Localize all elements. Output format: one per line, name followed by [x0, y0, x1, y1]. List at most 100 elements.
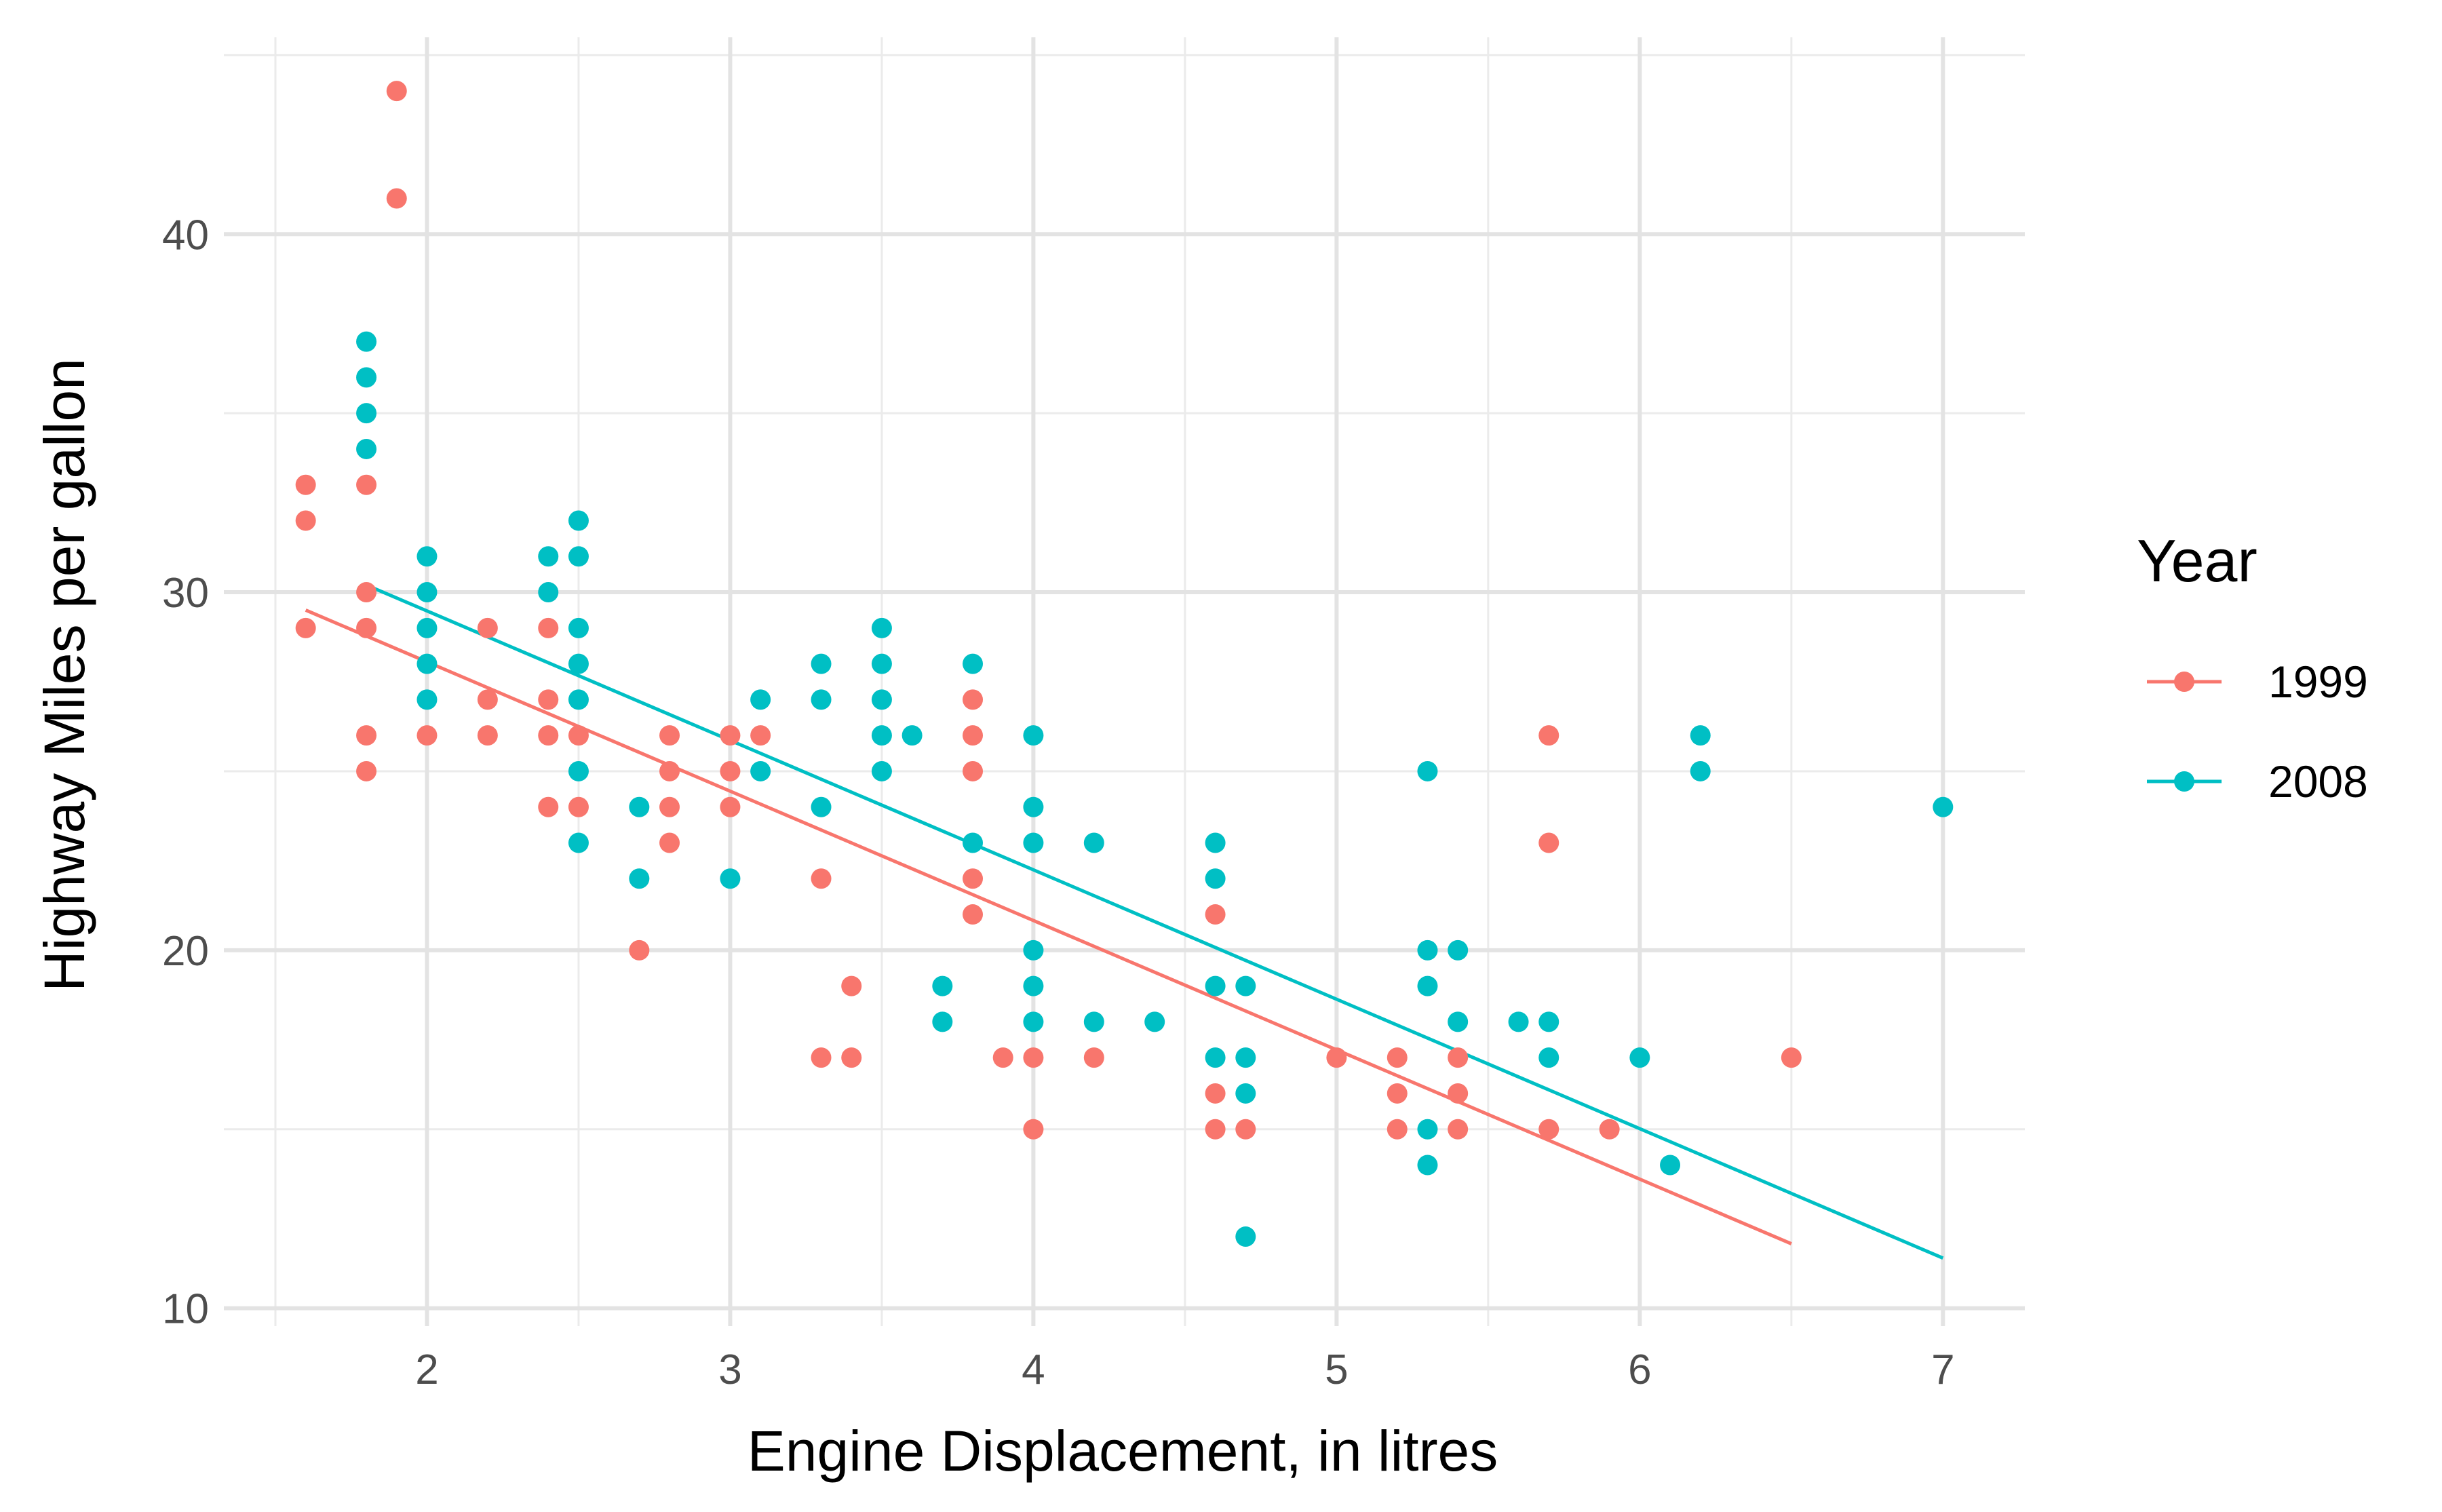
data-point-2008	[1538, 1047, 1559, 1068]
data-point-2008	[1235, 1226, 1256, 1247]
data-point-1999	[416, 725, 438, 746]
x-tick-label: 3	[718, 1346, 741, 1393]
data-point-2008	[568, 510, 589, 531]
legend-item-2008: 2008	[2147, 756, 2368, 807]
data-point-1999	[1326, 1047, 1347, 1068]
data-point-1999	[538, 689, 559, 710]
data-point-1999	[356, 582, 377, 603]
data-point-1999	[811, 1047, 832, 1068]
data-point-1999	[659, 725, 680, 746]
data-point-2008	[568, 546, 589, 567]
data-point-2008	[1205, 975, 1226, 996]
data-point-1999	[568, 796, 589, 817]
data-point-1999	[750, 725, 771, 746]
data-point-1999	[1599, 1119, 1620, 1140]
data-point-2008	[356, 403, 377, 424]
data-point-2008	[1417, 1155, 1438, 1176]
data-point-2008	[1417, 760, 1438, 781]
data-point-1999	[963, 904, 984, 925]
legend-title: Year	[2137, 527, 2257, 594]
data-point-2008	[720, 868, 741, 889]
data-point-1999	[295, 510, 316, 531]
data-point-1999	[477, 689, 498, 710]
data-point-2008	[1023, 939, 1044, 961]
data-point-1999	[1235, 1119, 1256, 1140]
data-points	[295, 81, 1954, 1247]
data-point-1999	[1205, 1083, 1226, 1104]
data-point-2008	[1205, 832, 1226, 853]
data-point-1999	[963, 689, 984, 710]
data-point-1999	[659, 760, 680, 781]
data-point-2008	[1933, 796, 1954, 817]
legend-label-2008: 2008	[2268, 756, 2368, 807]
data-point-1999	[568, 725, 589, 746]
data-point-2008	[1538, 1011, 1559, 1032]
data-point-2008	[750, 689, 771, 710]
data-point-1999	[1538, 1119, 1559, 1140]
tick-labels: 2 3 4 5 6 7 10 20 30 40	[162, 212, 1955, 1393]
data-point-1999	[356, 725, 377, 746]
data-point-2008	[963, 832, 984, 853]
data-point-2008	[416, 617, 438, 638]
data-point-1999	[1387, 1047, 1408, 1068]
y-tick-label: 20	[162, 928, 209, 975]
data-point-2008	[811, 689, 832, 710]
data-point-1999	[1538, 725, 1559, 746]
data-point-1999	[386, 81, 407, 102]
data-point-2008	[932, 975, 953, 996]
data-point-2008	[356, 438, 377, 459]
data-point-2008	[629, 868, 650, 889]
data-point-2008	[1235, 1047, 1256, 1068]
data-point-1999	[720, 796, 741, 817]
data-point-2008	[1023, 975, 1044, 996]
fit-line-2008	[366, 583, 1944, 1260]
data-point-2008	[568, 832, 589, 853]
fit-line-1999	[305, 608, 1792, 1245]
data-point-2008	[902, 725, 923, 746]
fit-lines	[305, 583, 1944, 1260]
data-point-2008	[871, 653, 892, 674]
data-point-2008	[1205, 1047, 1226, 1068]
data-point-2008	[538, 546, 559, 567]
data-point-1999	[477, 725, 498, 746]
data-point-2008	[963, 653, 984, 674]
data-point-1999	[992, 1047, 1013, 1068]
data-point-2008	[538, 582, 559, 603]
data-point-2008	[416, 546, 438, 567]
data-point-2008	[871, 725, 892, 746]
data-point-1999	[811, 868, 832, 889]
data-point-2008	[568, 653, 589, 674]
data-point-1999	[629, 939, 650, 961]
data-point-2008	[932, 1011, 953, 1032]
data-point-2008	[1690, 725, 1711, 746]
x-tick-label: 7	[1931, 1346, 1954, 1393]
data-point-1999	[963, 760, 984, 781]
data-point-2008	[568, 689, 589, 710]
data-point-2008	[871, 689, 892, 710]
data-point-2008	[1205, 868, 1226, 889]
legend-item-1999: 1999	[2147, 657, 2368, 707]
data-point-1999	[1781, 1047, 1802, 1068]
data-point-2008	[1235, 1083, 1256, 1104]
data-point-1999	[538, 617, 559, 638]
data-point-2008	[1023, 796, 1044, 817]
data-point-1999	[720, 725, 741, 746]
y-tick-label: 30	[162, 570, 209, 617]
legend-label-1999: 1999	[2268, 657, 2368, 707]
data-point-1999	[1448, 1083, 1469, 1104]
data-point-1999	[1083, 1047, 1104, 1068]
data-point-1999	[295, 617, 316, 638]
x-tick-label: 2	[415, 1346, 438, 1393]
data-point-2008	[356, 367, 377, 388]
data-point-1999	[538, 796, 559, 817]
grid-layer	[224, 37, 2025, 1326]
data-point-1999	[720, 760, 741, 781]
data-point-1999	[1538, 832, 1559, 853]
data-point-2008	[750, 760, 771, 781]
legend-key-dot-1999	[2174, 672, 2194, 692]
data-point-2008	[811, 653, 832, 674]
data-point-2008	[1417, 975, 1438, 996]
data-point-2008	[416, 653, 438, 674]
x-tick-label: 6	[1628, 1346, 1651, 1393]
data-point-2008	[356, 331, 377, 352]
